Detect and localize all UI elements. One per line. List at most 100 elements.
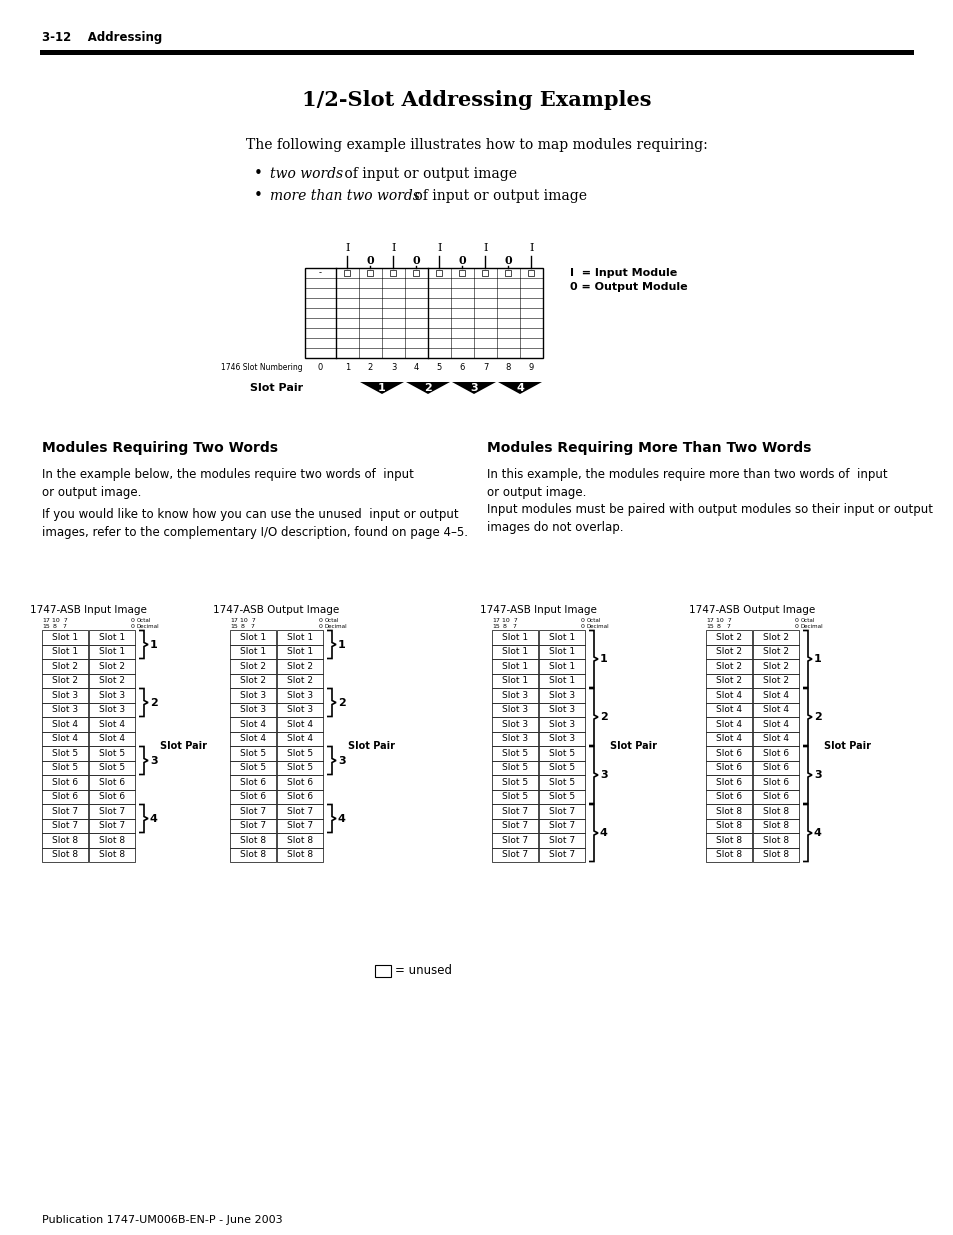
Bar (538, 847, 584, 862)
Text: 15: 15 (230, 624, 237, 629)
Text: Slot 8: Slot 8 (762, 821, 788, 830)
Bar (89, 645, 135, 659)
Text: Slot 4: Slot 4 (716, 690, 741, 700)
Text: 17: 17 (42, 619, 50, 624)
Text: 1/2-Slot Addressing Examples: 1/2-Slot Addressing Examples (302, 90, 651, 110)
Bar (538, 776, 584, 789)
Bar (230, 718, 275, 731)
Bar (276, 703, 323, 718)
Text: 2: 2 (337, 698, 345, 708)
Bar (276, 688, 323, 703)
Text: 1747-ASB Input Image: 1747-ASB Input Image (479, 605, 597, 615)
Polygon shape (359, 382, 403, 394)
Text: Slot 7: Slot 7 (501, 806, 528, 816)
Text: Slot 8: Slot 8 (51, 850, 78, 860)
Bar (436, 270, 442, 275)
Bar (276, 659, 323, 673)
Text: 3: 3 (391, 363, 395, 373)
Text: Slot 8: Slot 8 (287, 836, 313, 845)
Text: Slot 4: Slot 4 (762, 720, 788, 729)
Text: Slot 4: Slot 4 (99, 720, 125, 729)
Text: Slot 7: Slot 7 (51, 821, 78, 830)
Bar (492, 761, 537, 776)
Text: Slot 3: Slot 3 (501, 720, 528, 729)
Bar (492, 688, 537, 703)
Bar (705, 659, 751, 673)
Text: In this example, the modules require more than two words of  input
or output ima: In this example, the modules require mor… (486, 468, 886, 499)
Text: Slot 1: Slot 1 (240, 647, 266, 656)
Text: I: I (391, 243, 395, 253)
Text: 1746 Slot Numbering: 1746 Slot Numbering (221, 363, 303, 373)
Bar (492, 645, 537, 659)
Bar (752, 703, 799, 718)
Text: Slot 5: Slot 5 (548, 763, 575, 772)
Text: Slot 3: Slot 3 (51, 705, 78, 714)
Text: Slot 3: Slot 3 (240, 705, 266, 714)
Text: 10  7: 10 7 (501, 619, 517, 624)
Text: Slot 4: Slot 4 (240, 735, 266, 743)
Text: Slot 5: Slot 5 (501, 792, 528, 802)
Text: •: • (253, 167, 262, 182)
Text: Modules Requiring Two Words: Modules Requiring Two Words (42, 441, 277, 454)
Text: 0: 0 (458, 254, 466, 266)
Text: Slot 3: Slot 3 (287, 690, 313, 700)
Bar (705, 776, 751, 789)
Bar (276, 673, 323, 688)
Text: 10  7: 10 7 (52, 619, 68, 624)
Text: If you would like to know how you can use the unused  input or output
images, re: If you would like to know how you can us… (42, 508, 468, 538)
Text: Slot 7: Slot 7 (99, 821, 125, 830)
Text: Slot 6: Slot 6 (51, 778, 78, 787)
Bar (538, 832, 584, 847)
Text: 17: 17 (492, 619, 499, 624)
Text: Slot 5: Slot 5 (51, 748, 78, 758)
Text: Octal: Octal (325, 619, 339, 624)
Text: Slot 7: Slot 7 (287, 806, 313, 816)
Polygon shape (406, 382, 450, 394)
Text: Slot 4: Slot 4 (716, 705, 741, 714)
Bar (89, 776, 135, 789)
Text: Slot 2: Slot 2 (240, 677, 266, 685)
Text: Slot 3: Slot 3 (548, 720, 575, 729)
Text: Slot 4: Slot 4 (240, 720, 266, 729)
Text: 0: 0 (317, 363, 323, 373)
Bar (344, 270, 350, 275)
Bar (230, 746, 275, 761)
Text: Slot Pair: Slot Pair (823, 741, 870, 751)
Text: Slot 1: Slot 1 (99, 632, 125, 642)
Bar (752, 645, 799, 659)
Text: Input modules must be paired with output modules so their input or output
images: Input modules must be paired with output… (486, 503, 932, 534)
Text: 4: 4 (813, 827, 821, 839)
Text: Slot 4: Slot 4 (762, 690, 788, 700)
Bar (705, 731, 751, 746)
Text: 8   7: 8 7 (241, 624, 254, 629)
Text: Slot 4: Slot 4 (52, 735, 78, 743)
Text: 0: 0 (413, 254, 420, 266)
Bar (42, 630, 88, 645)
Text: 1: 1 (377, 383, 385, 393)
Text: Slot 1: Slot 1 (287, 647, 313, 656)
Text: Slot 1: Slot 1 (548, 632, 575, 642)
Bar (89, 804, 135, 819)
Text: Slot 7: Slot 7 (501, 821, 528, 830)
Bar (492, 659, 537, 673)
Bar (492, 847, 537, 862)
Bar (276, 819, 323, 832)
Bar (752, 673, 799, 688)
Text: 0 = Output Module: 0 = Output Module (569, 282, 687, 291)
Bar (505, 270, 511, 275)
Bar (752, 776, 799, 789)
Text: Slot 3: Slot 3 (548, 735, 575, 743)
Text: 3: 3 (470, 383, 477, 393)
Text: Slot 4: Slot 4 (716, 720, 741, 729)
Text: Slot 2: Slot 2 (99, 662, 125, 671)
Text: more than two words: more than two words (270, 189, 419, 203)
Bar (89, 630, 135, 645)
Text: 3: 3 (599, 769, 607, 781)
Bar (528, 270, 534, 275)
Text: Slot 2: Slot 2 (287, 662, 313, 671)
Text: Slot 4: Slot 4 (99, 735, 125, 743)
Text: Slot 6: Slot 6 (99, 778, 125, 787)
Bar (705, 761, 751, 776)
Text: Decimal: Decimal (137, 624, 159, 629)
Text: Slot 6: Slot 6 (715, 748, 741, 758)
